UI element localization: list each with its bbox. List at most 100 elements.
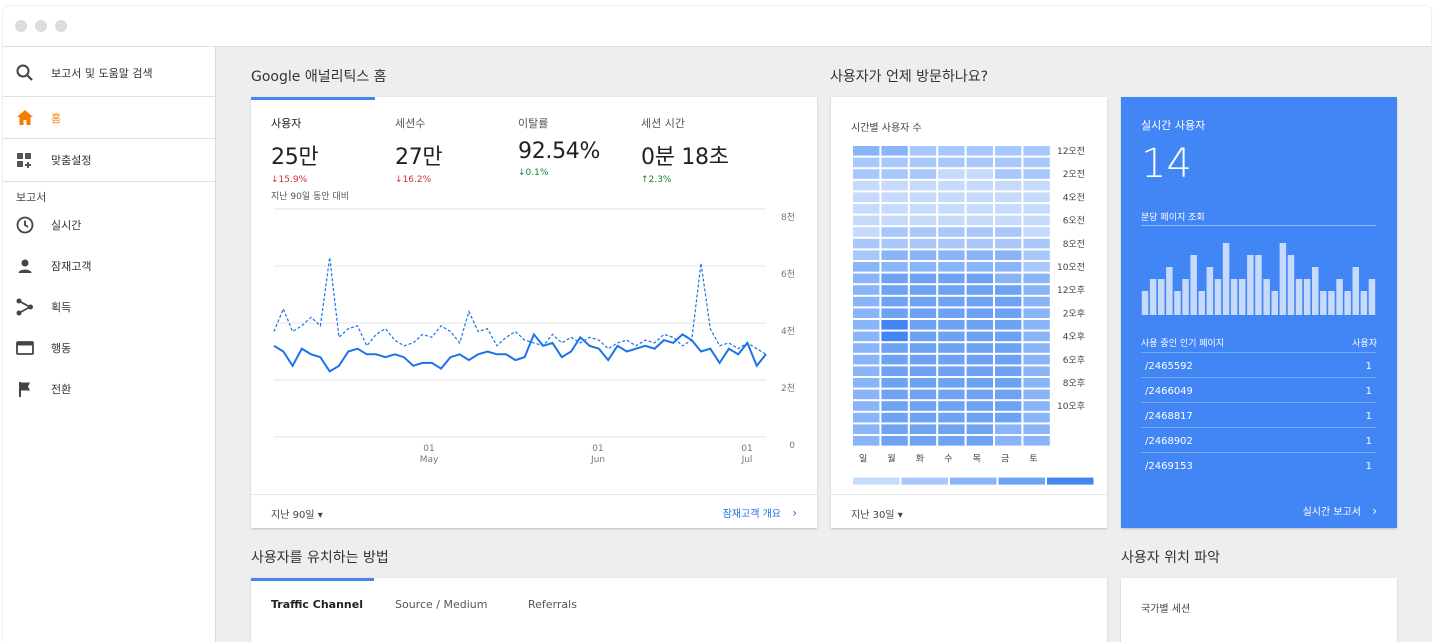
heatmap-cell[interactable] [881, 296, 908, 307]
heatmap-cell[interactable] [881, 354, 908, 365]
heatmap-cell[interactable] [966, 308, 993, 318]
heatmap-cell[interactable] [909, 180, 937, 191]
heatmap-cell[interactable] [909, 273, 937, 284]
heatmap-cell[interactable] [1023, 157, 1050, 168]
table-row[interactable]: /2468902 1 [1141, 427, 1376, 452]
heatmap-cell[interactable] [995, 262, 1022, 272]
heatmap-cell[interactable] [938, 320, 965, 330]
heatmap-cell[interactable] [938, 227, 965, 237]
table-row[interactable]: /2469153 1 [1141, 452, 1376, 477]
date-range-dropdown[interactable]: 지난 90일 ▾ [271, 510, 323, 521]
heatmap-cell[interactable] [1023, 320, 1050, 330]
heatmap-cell[interactable] [909, 157, 937, 168]
heatmap-cell[interactable] [1023, 215, 1050, 226]
heatmap-cell[interactable] [966, 285, 993, 295]
audience-overview-link[interactable]: 잠재고객 개요 › [722, 506, 797, 520]
heatmap-cell[interactable] [853, 227, 880, 237]
heatmap-cell[interactable] [1023, 192, 1050, 202]
heatmap-cell[interactable] [1023, 401, 1050, 411]
metric-users[interactable]: 사용자 25만 ↓15.9% 지난 90일 동안 대비 [271, 115, 349, 202]
heatmap-cell[interactable] [966, 331, 993, 342]
heatmap-cell[interactable] [1023, 146, 1050, 156]
heatmap-cell[interactable] [938, 401, 965, 411]
heatmap-cell[interactable] [853, 146, 880, 156]
heatmap-cell[interactable] [909, 262, 937, 272]
heatmap-cell[interactable] [1023, 366, 1050, 376]
heatmap-cell[interactable] [995, 320, 1022, 330]
heatmap-cell[interactable] [1023, 250, 1050, 260]
heatmap-cell[interactable] [881, 285, 908, 295]
heatmap-cell[interactable] [1023, 354, 1050, 365]
heatmap-cell[interactable] [853, 296, 880, 307]
heatmap-cell[interactable] [909, 285, 937, 295]
heatmap-cell[interactable] [881, 320, 908, 330]
heatmap-cell[interactable] [938, 180, 965, 191]
maximize-window-dot[interactable] [55, 20, 67, 32]
heatmap-cell[interactable] [995, 169, 1022, 179]
heatmap-cell[interactable] [853, 401, 880, 411]
heatmap-cell[interactable] [853, 204, 880, 214]
heatmap-cell[interactable] [995, 238, 1022, 249]
heatmap-cell[interactable] [966, 146, 993, 156]
heatmap-cell[interactable] [853, 157, 880, 168]
heatmap-cell[interactable] [966, 320, 993, 330]
heatmap-cell[interactable] [1023, 331, 1050, 342]
heatmap-cell[interactable] [881, 366, 908, 376]
heatmap-cell[interactable] [966, 238, 993, 249]
close-window-dot[interactable] [15, 20, 27, 32]
heatmap-cell[interactable] [995, 204, 1022, 214]
metric-sessions[interactable]: 세션수 27만 ↓16.2% [395, 115, 443, 185]
heatmap-cell[interactable] [995, 157, 1022, 168]
heatmap-cell[interactable] [966, 215, 993, 226]
heatmap-cell[interactable] [853, 320, 880, 330]
heatmap-cell[interactable] [853, 424, 880, 434]
heatmap-cell[interactable] [853, 285, 880, 295]
heatmap-cell[interactable] [938, 215, 965, 226]
heatmap-cell[interactable] [1023, 308, 1050, 318]
heatmap-cell[interactable] [938, 250, 965, 260]
heatmap-cell[interactable] [995, 343, 1022, 353]
heatmap-cell[interactable] [938, 285, 965, 295]
heatmap-cell[interactable] [909, 436, 937, 446]
heatmap-cell[interactable] [881, 331, 908, 342]
heatmap-cell[interactable] [909, 227, 937, 237]
heatmap-cell[interactable] [881, 262, 908, 272]
heatmap-cell[interactable] [938, 273, 965, 284]
heatmap-cell[interactable] [938, 378, 965, 388]
heatmap-cell[interactable] [853, 238, 880, 249]
heatmap-cell[interactable] [1023, 412, 1050, 423]
heatmap-cell[interactable] [966, 273, 993, 284]
sidebar-item-conversions[interactable]: 전환 [3, 369, 216, 409]
heatmap-cell[interactable] [881, 424, 908, 434]
heatmap-cell[interactable] [938, 308, 965, 318]
heatmap-cell[interactable] [1023, 262, 1050, 272]
sidebar-item-behavior[interactable]: 행동 [3, 328, 216, 368]
heatmap-cell[interactable] [909, 238, 937, 249]
heatmap-cell[interactable] [966, 378, 993, 388]
heatmap-cell[interactable] [995, 250, 1022, 260]
heatmap-cell[interactable] [995, 366, 1022, 376]
heatmap-cell[interactable] [966, 401, 993, 411]
heatmap-cell[interactable] [909, 378, 937, 388]
report-search[interactable]: 보고서 및 도움말 검색 [3, 51, 216, 95]
heatmap-cell[interactable] [909, 331, 937, 342]
heatmap-cell[interactable] [853, 180, 880, 191]
heatmap-cell[interactable] [881, 238, 908, 249]
heatmap-cell[interactable] [909, 204, 937, 214]
heatmap-cell[interactable] [1023, 204, 1050, 214]
heatmap-cell[interactable] [909, 343, 937, 353]
heatmap-cell[interactable] [938, 436, 965, 446]
heatmap-cell[interactable] [938, 169, 965, 179]
heatmap-cell[interactable] [995, 273, 1022, 284]
heatmap-cell[interactable] [881, 215, 908, 226]
heatmap-cell[interactable] [966, 354, 993, 365]
heatmap-cell[interactable] [938, 389, 965, 400]
heatmap-cell[interactable] [1023, 343, 1050, 353]
heatmap-cell[interactable] [966, 343, 993, 353]
heatmap-cell[interactable] [881, 250, 908, 260]
heatmap-cell[interactable] [853, 389, 880, 400]
sidebar-item-acquisition[interactable]: 획득 [3, 287, 216, 327]
heatmap-cell[interactable] [938, 146, 965, 156]
heatmap-cell[interactable] [1023, 285, 1050, 295]
heatmap-cell[interactable] [966, 169, 993, 179]
